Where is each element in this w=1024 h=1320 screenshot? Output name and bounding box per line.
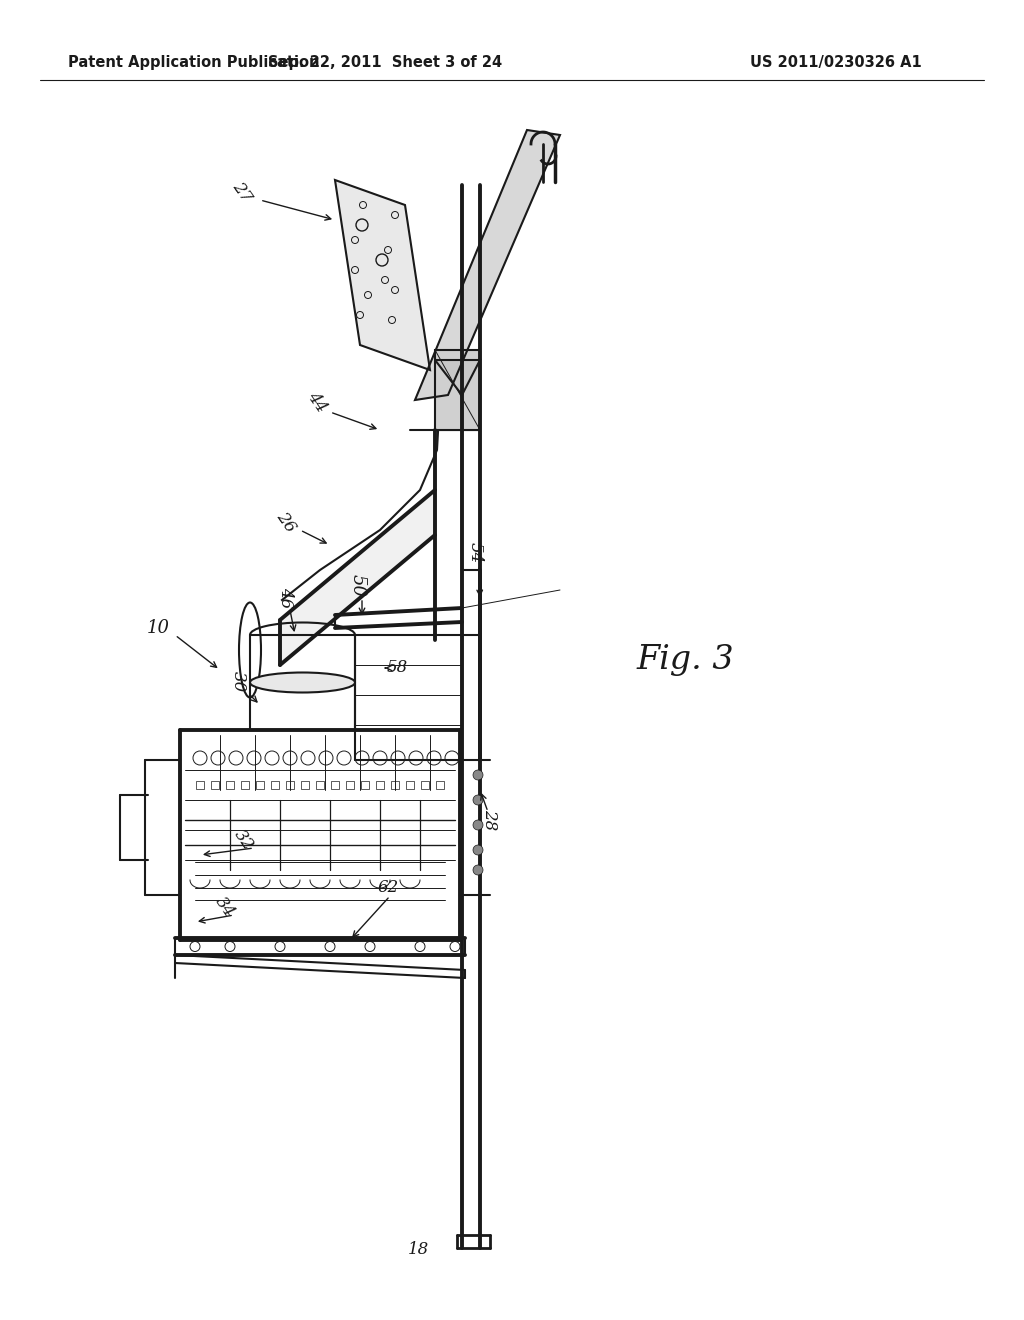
- Bar: [316, 781, 324, 789]
- Text: 10: 10: [146, 619, 170, 638]
- Polygon shape: [435, 360, 480, 395]
- Text: 50: 50: [349, 574, 367, 598]
- Bar: [256, 781, 264, 789]
- Bar: [301, 781, 309, 789]
- Bar: [271, 781, 279, 789]
- Text: Fig. 3: Fig. 3: [636, 644, 734, 676]
- Bar: [226, 781, 234, 789]
- Text: Sep. 22, 2011  Sheet 3 of 24: Sep. 22, 2011 Sheet 3 of 24: [268, 54, 502, 70]
- Text: 34: 34: [212, 894, 238, 920]
- Text: 18: 18: [408, 1242, 429, 1258]
- Bar: [241, 781, 249, 789]
- Bar: [361, 781, 369, 789]
- Polygon shape: [435, 350, 480, 430]
- Bar: [436, 781, 444, 789]
- Text: US 2011/0230326 A1: US 2011/0230326 A1: [750, 54, 922, 70]
- Text: 46: 46: [278, 587, 295, 609]
- Text: 26: 26: [273, 508, 299, 536]
- Text: 62: 62: [378, 879, 398, 896]
- Text: Patent Application Publication: Patent Application Publication: [68, 54, 319, 70]
- Text: 44: 44: [304, 388, 330, 416]
- Polygon shape: [415, 129, 560, 400]
- Circle shape: [473, 820, 483, 830]
- Bar: [391, 781, 399, 789]
- Circle shape: [473, 770, 483, 780]
- Text: 32: 32: [231, 826, 257, 854]
- Bar: [406, 781, 414, 789]
- Circle shape: [473, 865, 483, 875]
- Text: 30: 30: [229, 672, 247, 693]
- Bar: [421, 781, 429, 789]
- Circle shape: [473, 845, 483, 855]
- Text: 27: 27: [229, 178, 255, 206]
- Text: 54: 54: [467, 543, 483, 564]
- Bar: [211, 781, 219, 789]
- Polygon shape: [335, 180, 430, 370]
- Text: 58: 58: [386, 659, 408, 676]
- Circle shape: [473, 795, 483, 805]
- Bar: [331, 781, 339, 789]
- Bar: [286, 781, 294, 789]
- Polygon shape: [280, 490, 435, 665]
- Bar: [376, 781, 384, 789]
- Ellipse shape: [250, 672, 355, 693]
- Text: 28: 28: [481, 809, 499, 830]
- Bar: [196, 781, 204, 789]
- Bar: [346, 781, 354, 789]
